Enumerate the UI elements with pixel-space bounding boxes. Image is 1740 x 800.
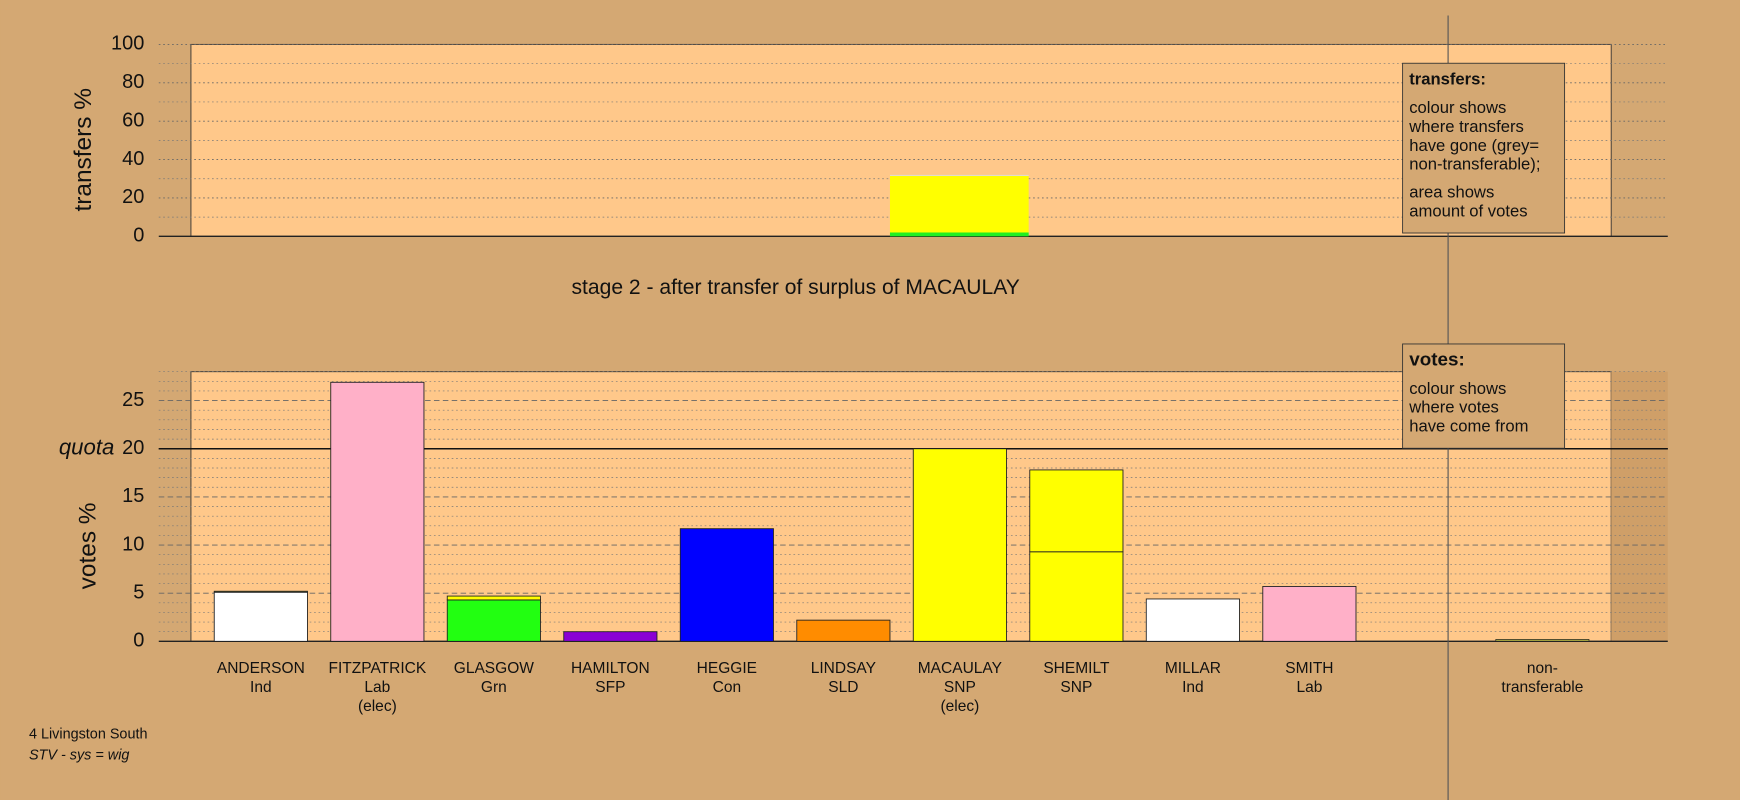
legend-text: have come from bbox=[1409, 417, 1528, 436]
category-label: MILLAR bbox=[1165, 660, 1221, 677]
vote-bar bbox=[1262, 585, 1357, 642]
party-label: SNP bbox=[944, 679, 976, 696]
y-tick-label: 100 bbox=[111, 33, 144, 55]
y-tick-label: 5 bbox=[133, 581, 144, 603]
party-label: Con bbox=[713, 679, 741, 696]
y-tick-label: 0 bbox=[133, 225, 144, 247]
footer: 4 Livingston South bbox=[29, 726, 148, 742]
legend-box bbox=[1402, 343, 1566, 449]
y-tick-label: 15 bbox=[122, 485, 144, 507]
y-axis-title: transfers % bbox=[70, 88, 97, 211]
y-axis-title: votes % bbox=[74, 502, 101, 589]
legend-title: votes: bbox=[1409, 349, 1465, 370]
legend-title: transfers: bbox=[1409, 69, 1486, 88]
vote-bar bbox=[563, 631, 658, 642]
y-tick-label: 80 bbox=[122, 71, 144, 93]
y-tick-label: 20 bbox=[122, 437, 144, 459]
vote-bar bbox=[912, 448, 1007, 642]
legend-text: amount of votes bbox=[1409, 201, 1527, 220]
vote-bar bbox=[1145, 598, 1240, 642]
footer: STV - sys = wig bbox=[29, 747, 129, 763]
y-tick-label: 40 bbox=[122, 148, 144, 170]
vote-bar bbox=[796, 619, 891, 642]
category-label: GLASGOW bbox=[454, 660, 535, 677]
party-label: Lab bbox=[1296, 679, 1322, 696]
transfer-segment bbox=[213, 590, 308, 593]
vote-bar bbox=[213, 591, 308, 642]
vote-bar bbox=[330, 381, 425, 642]
y-tick-label: 10 bbox=[122, 533, 144, 555]
legend-text: colour shows bbox=[1409, 98, 1506, 117]
vote-bar bbox=[1029, 551, 1124, 642]
party-label: Ind bbox=[1182, 679, 1204, 696]
note-label: (elec) bbox=[358, 698, 397, 715]
category-label: LINDSAY bbox=[811, 660, 877, 677]
transfer-segment bbox=[1029, 469, 1124, 553]
category-label: HAMILTON bbox=[571, 660, 650, 677]
nontransferable-bar bbox=[1495, 639, 1590, 642]
legend-text: colour shows bbox=[1409, 379, 1506, 398]
category-label: ANDERSON bbox=[217, 660, 305, 677]
party-label: Ind bbox=[250, 679, 272, 696]
legend-text: where votes bbox=[1408, 398, 1499, 417]
vote-bar bbox=[679, 528, 774, 642]
quota-label: quota bbox=[59, 435, 115, 460]
category-label: SMITH bbox=[1285, 660, 1333, 677]
party-label: SFP bbox=[595, 679, 625, 696]
y-tick-label: 0 bbox=[133, 630, 144, 652]
category-label: non- bbox=[1527, 660, 1558, 677]
category-label: HEGGIE bbox=[697, 660, 757, 677]
chart-title: stage 2 - after transfer of surplus of M… bbox=[572, 276, 1020, 299]
legend-text: non-transferable); bbox=[1409, 155, 1540, 174]
category-label: FITZPATRICK bbox=[329, 660, 427, 677]
y-tick-label: 20 bbox=[122, 186, 144, 208]
vote-bar bbox=[446, 599, 541, 642]
transfer-bar bbox=[889, 174, 1029, 176]
party-label: Lab bbox=[364, 679, 390, 696]
transfer-bar bbox=[889, 232, 1029, 237]
y-tick-label: 60 bbox=[122, 109, 144, 131]
transfer-segment bbox=[446, 595, 541, 601]
party-label: Grn bbox=[481, 679, 507, 696]
party-label: SLD bbox=[828, 679, 858, 696]
category-label: SHEMILT bbox=[1043, 660, 1110, 677]
y-tick-label: 25 bbox=[122, 389, 144, 411]
legend-text: have gone (grey= bbox=[1409, 136, 1539, 155]
legend-text: where transfers bbox=[1408, 117, 1524, 136]
legend-text: area shows bbox=[1409, 182, 1494, 201]
category-label: MACAULAY bbox=[918, 660, 1003, 677]
category-label: transferable bbox=[1501, 679, 1583, 696]
legend-box bbox=[1402, 62, 1566, 234]
note-label: (elec) bbox=[940, 698, 979, 715]
party-label: SNP bbox=[1060, 679, 1092, 696]
transfer-bar bbox=[889, 175, 1029, 233]
